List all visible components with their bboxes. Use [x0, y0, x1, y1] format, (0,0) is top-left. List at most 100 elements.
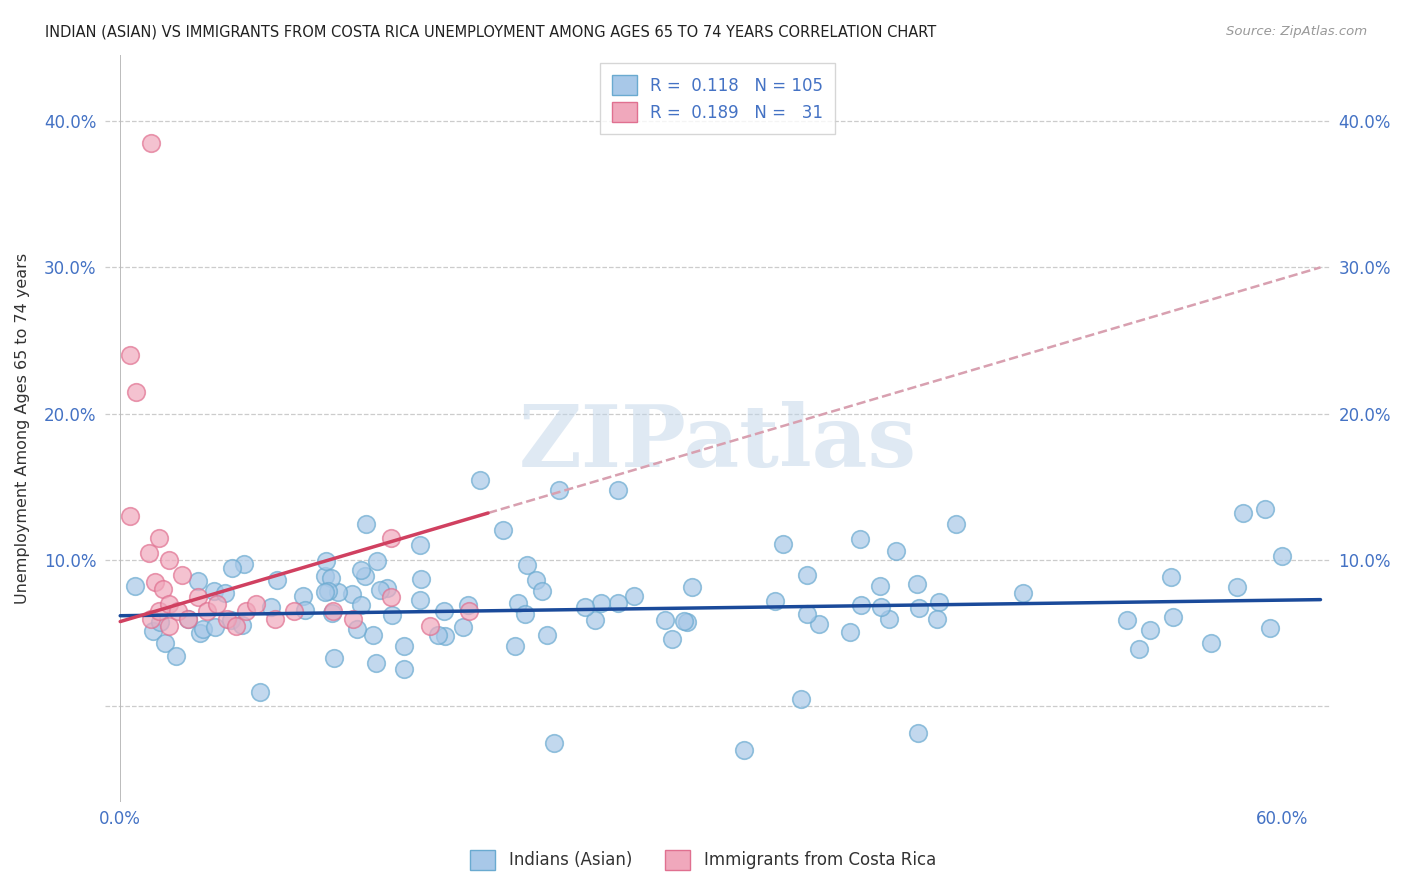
- Point: [654, 614, 676, 628]
- Point: [530, 584, 553, 599]
- Point: [118, 348, 141, 362]
- Point: [392, 640, 415, 654]
- Point: [1161, 609, 1184, 624]
- Point: [292, 590, 315, 604]
- Point: [790, 692, 813, 706]
- Point: [807, 616, 830, 631]
- Point: [661, 632, 683, 647]
- Point: [342, 612, 364, 626]
- Point: [149, 615, 172, 629]
- Point: [322, 650, 344, 665]
- Point: [202, 583, 225, 598]
- Legend: R =  0.118   N = 105, R =  0.189   N =   31: R = 0.118 N = 105, R = 0.189 N = 31: [600, 63, 835, 134]
- Point: [361, 628, 384, 642]
- Y-axis label: Unemployment Among Ages 65 to 74 years: Unemployment Among Ages 65 to 74 years: [15, 252, 30, 604]
- Point: [214, 586, 236, 600]
- Point: [409, 592, 432, 607]
- Point: [1254, 501, 1277, 516]
- Point: [524, 573, 547, 587]
- Point: [870, 599, 893, 614]
- Point: [381, 608, 404, 623]
- Point: [167, 604, 190, 618]
- Point: [294, 603, 316, 617]
- Point: [176, 612, 198, 626]
- Point: [907, 726, 929, 740]
- Point: [350, 563, 373, 577]
- Point: [1258, 621, 1281, 635]
- Point: [583, 613, 606, 627]
- Point: [143, 575, 166, 590]
- Point: [574, 600, 596, 615]
- Point: [928, 595, 950, 609]
- Point: [157, 619, 180, 633]
- Point: [141, 136, 163, 150]
- Point: [353, 568, 375, 582]
- Point: [434, 629, 457, 643]
- Point: [215, 612, 238, 626]
- Point: [1160, 570, 1182, 584]
- Point: [796, 568, 818, 582]
- Point: [884, 544, 907, 558]
- Point: [328, 585, 350, 599]
- Point: [1139, 624, 1161, 638]
- Point: [543, 736, 565, 750]
- Point: [1012, 585, 1035, 599]
- Text: Source: ZipAtlas.com: Source: ZipAtlas.com: [1226, 25, 1367, 38]
- Point: [165, 649, 187, 664]
- Point: [195, 604, 218, 618]
- Point: [204, 620, 226, 634]
- Point: [1232, 506, 1254, 520]
- Point: [492, 523, 515, 537]
- Point: [118, 509, 141, 524]
- Point: [235, 604, 257, 618]
- Point: [314, 584, 336, 599]
- Point: [733, 743, 755, 757]
- Point: [221, 560, 243, 574]
- Point: [1225, 580, 1247, 594]
- Point: [188, 626, 211, 640]
- Point: [457, 598, 479, 612]
- Point: [225, 619, 247, 633]
- Point: [907, 601, 929, 615]
- Point: [283, 604, 305, 618]
- Point: [314, 569, 336, 583]
- Point: [508, 596, 530, 610]
- Point: [607, 596, 630, 610]
- Point: [187, 590, 209, 604]
- Point: [260, 599, 283, 614]
- Point: [925, 612, 948, 626]
- Point: [869, 578, 891, 592]
- Point: [356, 516, 378, 531]
- Point: [468, 473, 491, 487]
- Point: [905, 576, 928, 591]
- Point: [877, 611, 900, 625]
- Point: [266, 573, 288, 587]
- Point: [205, 597, 228, 611]
- Point: [1201, 636, 1223, 650]
- Point: [322, 604, 344, 618]
- Point: [839, 624, 862, 639]
- Point: [1115, 613, 1137, 627]
- Point: [316, 583, 339, 598]
- Point: [233, 557, 256, 571]
- Point: [1270, 549, 1292, 563]
- Point: [187, 574, 209, 588]
- Point: [591, 596, 613, 610]
- Point: [380, 531, 402, 545]
- Point: [315, 553, 337, 567]
- Point: [375, 582, 398, 596]
- Point: [138, 546, 160, 560]
- Point: [177, 612, 200, 626]
- Point: [124, 579, 146, 593]
- Point: [342, 586, 364, 600]
- Point: [516, 558, 538, 572]
- Point: [249, 684, 271, 698]
- Point: [409, 572, 432, 586]
- Point: [366, 554, 388, 568]
- Point: [419, 619, 441, 633]
- Text: INDIAN (ASIAN) VS IMMIGRANTS FROM COSTA RICA UNEMPLOYMENT AMONG AGES 65 TO 74 YE: INDIAN (ASIAN) VS IMMIGRANTS FROM COSTA …: [45, 25, 936, 40]
- Point: [349, 598, 371, 612]
- Legend: Indians (Asian), Immigrants from Costa Rica: Indians (Asian), Immigrants from Costa R…: [464, 843, 942, 877]
- Point: [141, 612, 163, 626]
- Point: [172, 567, 194, 582]
